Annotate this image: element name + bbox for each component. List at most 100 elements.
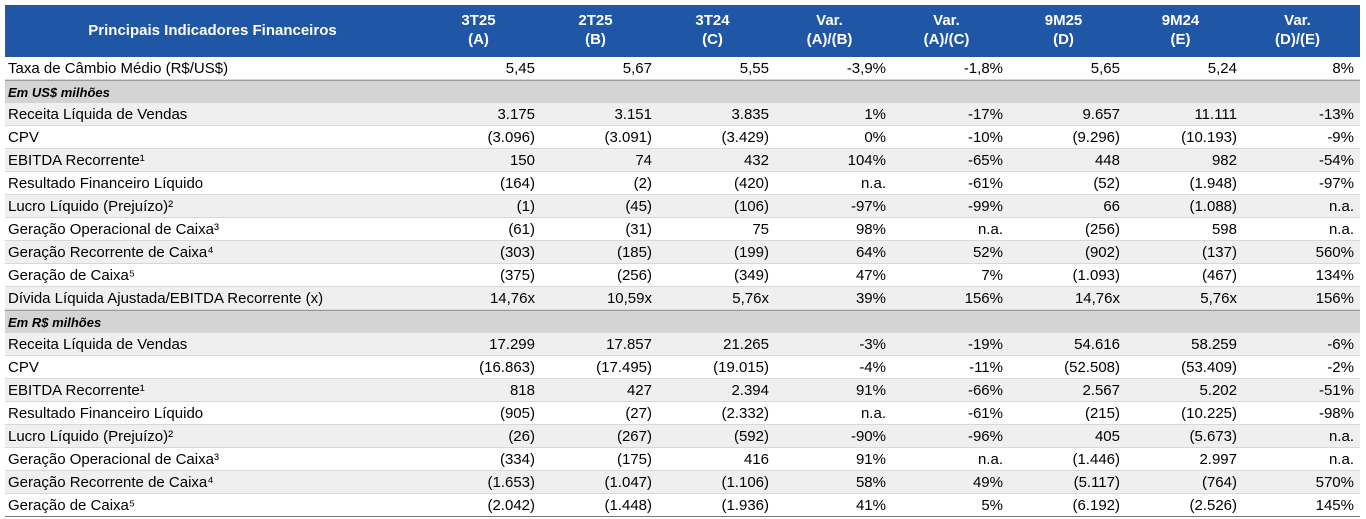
row-label: Geração Operacional de Caixa³	[8, 451, 219, 468]
cell: -4%	[859, 359, 886, 376]
cell: (1)	[516, 198, 535, 215]
cell: 5,67	[622, 60, 652, 77]
cell: (53.409)	[1181, 359, 1237, 376]
cell: (256)	[616, 267, 652, 284]
row-label: Resultado Financeiro Líquido	[8, 405, 204, 422]
cell: n.a.	[1328, 198, 1354, 215]
header-title: Principais Indicadores Financeiros	[88, 22, 337, 39]
header-line: (E)	[1170, 31, 1191, 48]
table-row: Lucro Líquido (Prejuízo)² (1) (45) (106) -97…	[5, 195, 1360, 218]
cell: (303)	[499, 244, 535, 261]
header-line: (A)/(C)	[923, 31, 970, 48]
cell: n.a.	[1328, 221, 1354, 238]
cell: -97%	[850, 198, 886, 215]
cell: 3.835	[731, 106, 769, 123]
cell: n.a.	[977, 451, 1003, 468]
cell: 1%	[864, 106, 886, 123]
cell: -65%	[967, 152, 1003, 169]
row-label: Taxa de Câmbio Médio (R$/US$)	[8, 60, 229, 77]
row-label: CPV	[8, 359, 39, 376]
cell: 8%	[1332, 60, 1354, 77]
cell: 150	[509, 152, 535, 169]
table-row: Receita Líquida de Vendas 17.299 17.857 21.…	[5, 333, 1360, 356]
cell: 64%	[855, 244, 886, 261]
cell: -54%	[1318, 152, 1354, 169]
header-cell: Var. (D)/(E)	[1239, 11, 1356, 49]
cell: (1.446)	[1072, 451, 1120, 468]
cell: 570%	[1315, 474, 1354, 491]
cell: (905)	[499, 405, 535, 422]
cell: 2.567	[1082, 382, 1120, 399]
row-label: Receita Líquida de Vendas	[8, 336, 188, 353]
section-row: Em R$ milhões	[5, 310, 1360, 333]
cell: -98%	[1318, 405, 1354, 422]
table-row: EBITDA Recorrente¹ 150 74 432 104% -65% 448 982…	[5, 149, 1360, 172]
cell: -2%	[1327, 359, 1354, 376]
row-label: Receita Líquida de Vendas	[8, 106, 188, 123]
header-line: Var.	[816, 12, 843, 29]
cell: (1.448)	[604, 497, 652, 514]
table-row: Receita Líquida de Vendas 3.175 3.151 3.835…	[5, 103, 1360, 126]
cell: 75	[752, 221, 769, 238]
cell: 74	[635, 152, 652, 169]
cell: n.a.	[860, 175, 886, 192]
header-line: 2T25	[578, 12, 613, 29]
cell: -99%	[967, 198, 1003, 215]
cell: (5.117)	[1073, 474, 1120, 491]
cell: 104%	[847, 152, 886, 169]
cell: 17.857	[606, 336, 652, 353]
header-cell: Var. (A)/(C)	[888, 11, 1005, 49]
cell: -90%	[850, 428, 886, 445]
cell: n.a.	[1328, 451, 1354, 468]
header-line: Var.	[1284, 12, 1311, 29]
cell: 91%	[855, 382, 886, 399]
row-label: EBITDA Recorrente¹	[8, 152, 145, 169]
cell: 58.259	[1191, 336, 1237, 353]
header-cell: 3T25 (A)	[420, 11, 537, 49]
table-row: Resultado Financeiro Líquido (164) (2) (420…	[5, 172, 1360, 195]
cell: (45)	[625, 198, 652, 215]
cell: 145%	[1315, 497, 1354, 514]
cell: 5,76x	[1200, 290, 1237, 307]
cell: (1.047)	[604, 474, 652, 491]
table-row: Geração Operacional de Caixa³ (334) (175) 4…	[5, 448, 1360, 471]
cell: 52%	[972, 244, 1003, 261]
cell: (3.091)	[604, 129, 652, 146]
cell: 5,24	[1207, 60, 1237, 77]
cell: -97%	[1318, 175, 1354, 192]
cell: -1,8%	[963, 60, 1003, 77]
cell: 5,76x	[732, 290, 769, 307]
cell: 432	[743, 152, 769, 169]
cell: (334)	[499, 451, 535, 468]
cell: (1.088)	[1189, 198, 1237, 215]
cell: (1.653)	[487, 474, 535, 491]
row-label: Geração Recorrente de Caixa⁴	[8, 244, 214, 261]
table-row: Lucro Líquido (Prejuízo)² (26) (267) (592) -…	[5, 425, 1360, 448]
cell: (137)	[1201, 244, 1237, 261]
cell: 5,65	[1090, 60, 1120, 77]
table-row: EBITDA Recorrente¹ 818 427 2.394 91% -66% 2.56…	[5, 379, 1360, 402]
cell: 7%	[981, 267, 1003, 284]
cell: (6.192)	[1072, 497, 1120, 514]
cell: -19%	[967, 336, 1003, 353]
cell: 982	[1211, 152, 1237, 169]
cell: 41%	[855, 497, 886, 514]
cell: 54.616	[1074, 336, 1120, 353]
row-label: CPV	[8, 129, 39, 146]
cell: (2.042)	[487, 497, 535, 514]
section-row: Em US$ milhões	[5, 80, 1360, 103]
cell: (10.193)	[1181, 129, 1237, 146]
header-line: Var.	[933, 12, 960, 29]
section-title: Em R$ milhões	[8, 315, 102, 330]
header-cell: 3T24 (C)	[654, 11, 771, 49]
cell: -10%	[967, 129, 1003, 146]
table-row: Dívida Líquida Ajustada/EBITDA Recorrent…	[5, 287, 1360, 310]
row-label: Geração de Caixa⁵	[8, 267, 136, 284]
cell: (592)	[733, 428, 769, 445]
cell: 156%	[1315, 290, 1354, 307]
cell: (2.526)	[1189, 497, 1237, 514]
cell: (9.296)	[1072, 129, 1120, 146]
cell: (256)	[1084, 221, 1120, 238]
cell: 66	[1103, 198, 1120, 215]
cell: 91%	[855, 451, 886, 468]
